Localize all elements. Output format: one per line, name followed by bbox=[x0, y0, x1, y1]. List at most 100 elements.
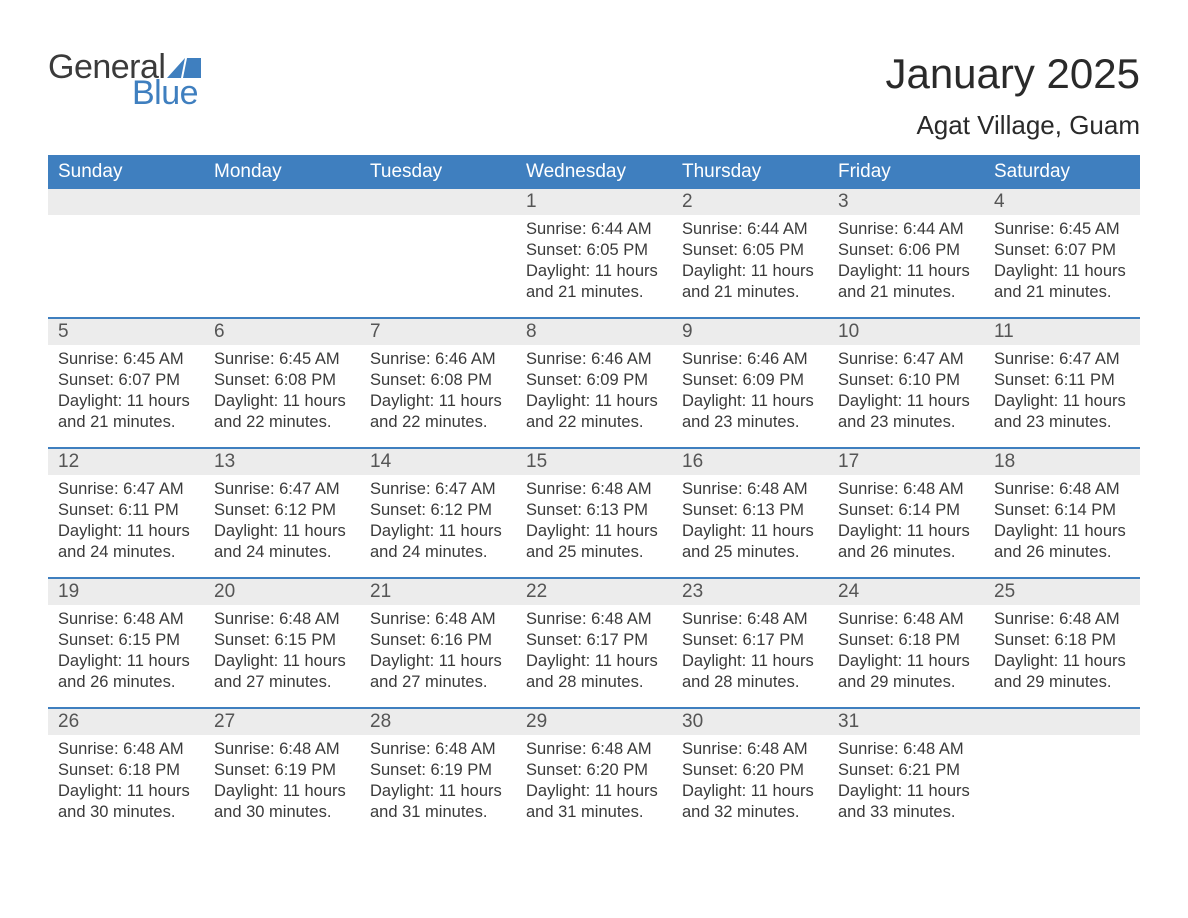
sunset-line: Sunset: 6:17 PM bbox=[526, 630, 664, 651]
calendar-cell: 30Sunrise: 6:48 AMSunset: 6:20 PMDayligh… bbox=[672, 709, 828, 837]
sunrise-line: Sunrise: 6:47 AM bbox=[58, 479, 196, 500]
sunrise-line: Sunrise: 6:46 AM bbox=[682, 349, 820, 370]
day-header: Saturday bbox=[984, 155, 1140, 189]
day-details: Sunrise: 6:48 AMSunset: 6:13 PMDaylight:… bbox=[672, 475, 828, 571]
calendar-cell: 14Sunrise: 6:47 AMSunset: 6:12 PMDayligh… bbox=[360, 449, 516, 577]
sunset-line: Sunset: 6:14 PM bbox=[838, 500, 976, 521]
sunrise-line: Sunrise: 6:48 AM bbox=[526, 479, 664, 500]
calendar-cell: 12Sunrise: 6:47 AMSunset: 6:11 PMDayligh… bbox=[48, 449, 204, 577]
calendar-cell: 20Sunrise: 6:48 AMSunset: 6:15 PMDayligh… bbox=[204, 579, 360, 707]
day-number: 9 bbox=[672, 319, 828, 345]
calendar-cell-empty bbox=[984, 709, 1140, 837]
sunset-line: Sunset: 6:11 PM bbox=[58, 500, 196, 521]
day-details: Sunrise: 6:44 AMSunset: 6:05 PMDaylight:… bbox=[672, 215, 828, 311]
sunrise-line: Sunrise: 6:47 AM bbox=[994, 349, 1132, 370]
calendar-week: 12Sunrise: 6:47 AMSunset: 6:11 PMDayligh… bbox=[48, 447, 1140, 577]
sunrise-line: Sunrise: 6:47 AM bbox=[370, 479, 508, 500]
day-header: Wednesday bbox=[516, 155, 672, 189]
sunset-line: Sunset: 6:06 PM bbox=[838, 240, 976, 261]
sunset-line: Sunset: 6:18 PM bbox=[58, 760, 196, 781]
calendar-week: 26Sunrise: 6:48 AMSunset: 6:18 PMDayligh… bbox=[48, 707, 1140, 837]
day-number: 25 bbox=[984, 579, 1140, 605]
day-number bbox=[984, 709, 1140, 735]
calendar-table: SundayMondayTuesdayWednesdayThursdayFrid… bbox=[48, 155, 1140, 837]
day-details bbox=[204, 215, 360, 227]
calendar-cell: 1Sunrise: 6:44 AMSunset: 6:05 PMDaylight… bbox=[516, 189, 672, 317]
location-subtitle: Agat Village, Guam bbox=[885, 110, 1140, 141]
daylight-line: Daylight: 11 hours and 29 minutes. bbox=[994, 651, 1132, 693]
day-number: 17 bbox=[828, 449, 984, 475]
sunrise-line: Sunrise: 6:45 AM bbox=[994, 219, 1132, 240]
sunrise-line: Sunrise: 6:44 AM bbox=[682, 219, 820, 240]
sunset-line: Sunset: 6:15 PM bbox=[214, 630, 352, 651]
sunset-line: Sunset: 6:19 PM bbox=[214, 760, 352, 781]
daylight-line: Daylight: 11 hours and 24 minutes. bbox=[58, 521, 196, 563]
daylight-line: Daylight: 11 hours and 26 minutes. bbox=[994, 521, 1132, 563]
sunrise-line: Sunrise: 6:48 AM bbox=[682, 739, 820, 760]
sunset-line: Sunset: 6:05 PM bbox=[682, 240, 820, 261]
sunset-line: Sunset: 6:16 PM bbox=[370, 630, 508, 651]
calendar-week: 1Sunrise: 6:44 AMSunset: 6:05 PMDaylight… bbox=[48, 189, 1140, 317]
calendar-cell: 26Sunrise: 6:48 AMSunset: 6:18 PMDayligh… bbox=[48, 709, 204, 837]
sunrise-line: Sunrise: 6:45 AM bbox=[214, 349, 352, 370]
day-number: 4 bbox=[984, 189, 1140, 215]
day-details: Sunrise: 6:44 AMSunset: 6:06 PMDaylight:… bbox=[828, 215, 984, 311]
daylight-line: Daylight: 11 hours and 21 minutes. bbox=[526, 261, 664, 303]
calendar-cell: 2Sunrise: 6:44 AMSunset: 6:05 PMDaylight… bbox=[672, 189, 828, 317]
calendar-cell: 3Sunrise: 6:44 AMSunset: 6:06 PMDaylight… bbox=[828, 189, 984, 317]
sunset-line: Sunset: 6:10 PM bbox=[838, 370, 976, 391]
day-header-row: SundayMondayTuesdayWednesdayThursdayFrid… bbox=[48, 155, 1140, 189]
calendar-cell: 13Sunrise: 6:47 AMSunset: 6:12 PMDayligh… bbox=[204, 449, 360, 577]
day-details: Sunrise: 6:46 AMSunset: 6:08 PMDaylight:… bbox=[360, 345, 516, 441]
daylight-line: Daylight: 11 hours and 29 minutes. bbox=[838, 651, 976, 693]
daylight-line: Daylight: 11 hours and 30 minutes. bbox=[214, 781, 352, 823]
day-number: 29 bbox=[516, 709, 672, 735]
sunrise-line: Sunrise: 6:48 AM bbox=[682, 609, 820, 630]
day-header: Monday bbox=[204, 155, 360, 189]
day-number: 28 bbox=[360, 709, 516, 735]
day-details: Sunrise: 6:48 AMSunset: 6:18 PMDaylight:… bbox=[984, 605, 1140, 701]
daylight-line: Daylight: 11 hours and 24 minutes. bbox=[214, 521, 352, 563]
day-number: 10 bbox=[828, 319, 984, 345]
sunrise-line: Sunrise: 6:46 AM bbox=[370, 349, 508, 370]
sunrise-line: Sunrise: 6:45 AM bbox=[58, 349, 196, 370]
daylight-line: Daylight: 11 hours and 24 minutes. bbox=[370, 521, 508, 563]
calendar-cell: 25Sunrise: 6:48 AMSunset: 6:18 PMDayligh… bbox=[984, 579, 1140, 707]
day-number: 31 bbox=[828, 709, 984, 735]
daylight-line: Daylight: 11 hours and 26 minutes. bbox=[838, 521, 976, 563]
title-block: January 2025 Agat Village, Guam bbox=[885, 50, 1140, 141]
day-details: Sunrise: 6:47 AMSunset: 6:11 PMDaylight:… bbox=[48, 475, 204, 571]
sunset-line: Sunset: 6:19 PM bbox=[370, 760, 508, 781]
daylight-line: Daylight: 11 hours and 21 minutes. bbox=[994, 261, 1132, 303]
daylight-line: Daylight: 11 hours and 31 minutes. bbox=[370, 781, 508, 823]
daylight-line: Daylight: 11 hours and 31 minutes. bbox=[526, 781, 664, 823]
brand-logo: General Blue bbox=[48, 50, 201, 110]
page-header: General Blue January 2025 Agat Village, … bbox=[48, 50, 1140, 141]
daylight-line: Daylight: 11 hours and 22 minutes. bbox=[214, 391, 352, 433]
calendar-week: 19Sunrise: 6:48 AMSunset: 6:15 PMDayligh… bbox=[48, 577, 1140, 707]
day-number: 6 bbox=[204, 319, 360, 345]
daylight-line: Daylight: 11 hours and 27 minutes. bbox=[214, 651, 352, 693]
daylight-line: Daylight: 11 hours and 30 minutes. bbox=[58, 781, 196, 823]
sunset-line: Sunset: 6:20 PM bbox=[682, 760, 820, 781]
daylight-line: Daylight: 11 hours and 21 minutes. bbox=[58, 391, 196, 433]
sunrise-line: Sunrise: 6:48 AM bbox=[838, 609, 976, 630]
sunrise-line: Sunrise: 6:46 AM bbox=[526, 349, 664, 370]
sunset-line: Sunset: 6:09 PM bbox=[682, 370, 820, 391]
day-number: 30 bbox=[672, 709, 828, 735]
daylight-line: Daylight: 11 hours and 23 minutes. bbox=[994, 391, 1132, 433]
calendar-cell: 17Sunrise: 6:48 AMSunset: 6:14 PMDayligh… bbox=[828, 449, 984, 577]
daylight-line: Daylight: 11 hours and 23 minutes. bbox=[838, 391, 976, 433]
day-number bbox=[360, 189, 516, 215]
sunset-line: Sunset: 6:08 PM bbox=[370, 370, 508, 391]
sunset-line: Sunset: 6:08 PM bbox=[214, 370, 352, 391]
day-details: Sunrise: 6:48 AMSunset: 6:19 PMDaylight:… bbox=[204, 735, 360, 831]
calendar-cell: 15Sunrise: 6:48 AMSunset: 6:13 PMDayligh… bbox=[516, 449, 672, 577]
sunrise-line: Sunrise: 6:48 AM bbox=[994, 609, 1132, 630]
day-details: Sunrise: 6:48 AMSunset: 6:18 PMDaylight:… bbox=[48, 735, 204, 831]
sunset-line: Sunset: 6:20 PM bbox=[526, 760, 664, 781]
daylight-line: Daylight: 11 hours and 22 minutes. bbox=[370, 391, 508, 433]
day-details: Sunrise: 6:48 AMSunset: 6:19 PMDaylight:… bbox=[360, 735, 516, 831]
daylight-line: Daylight: 11 hours and 25 minutes. bbox=[682, 521, 820, 563]
daylight-line: Daylight: 11 hours and 28 minutes. bbox=[526, 651, 664, 693]
